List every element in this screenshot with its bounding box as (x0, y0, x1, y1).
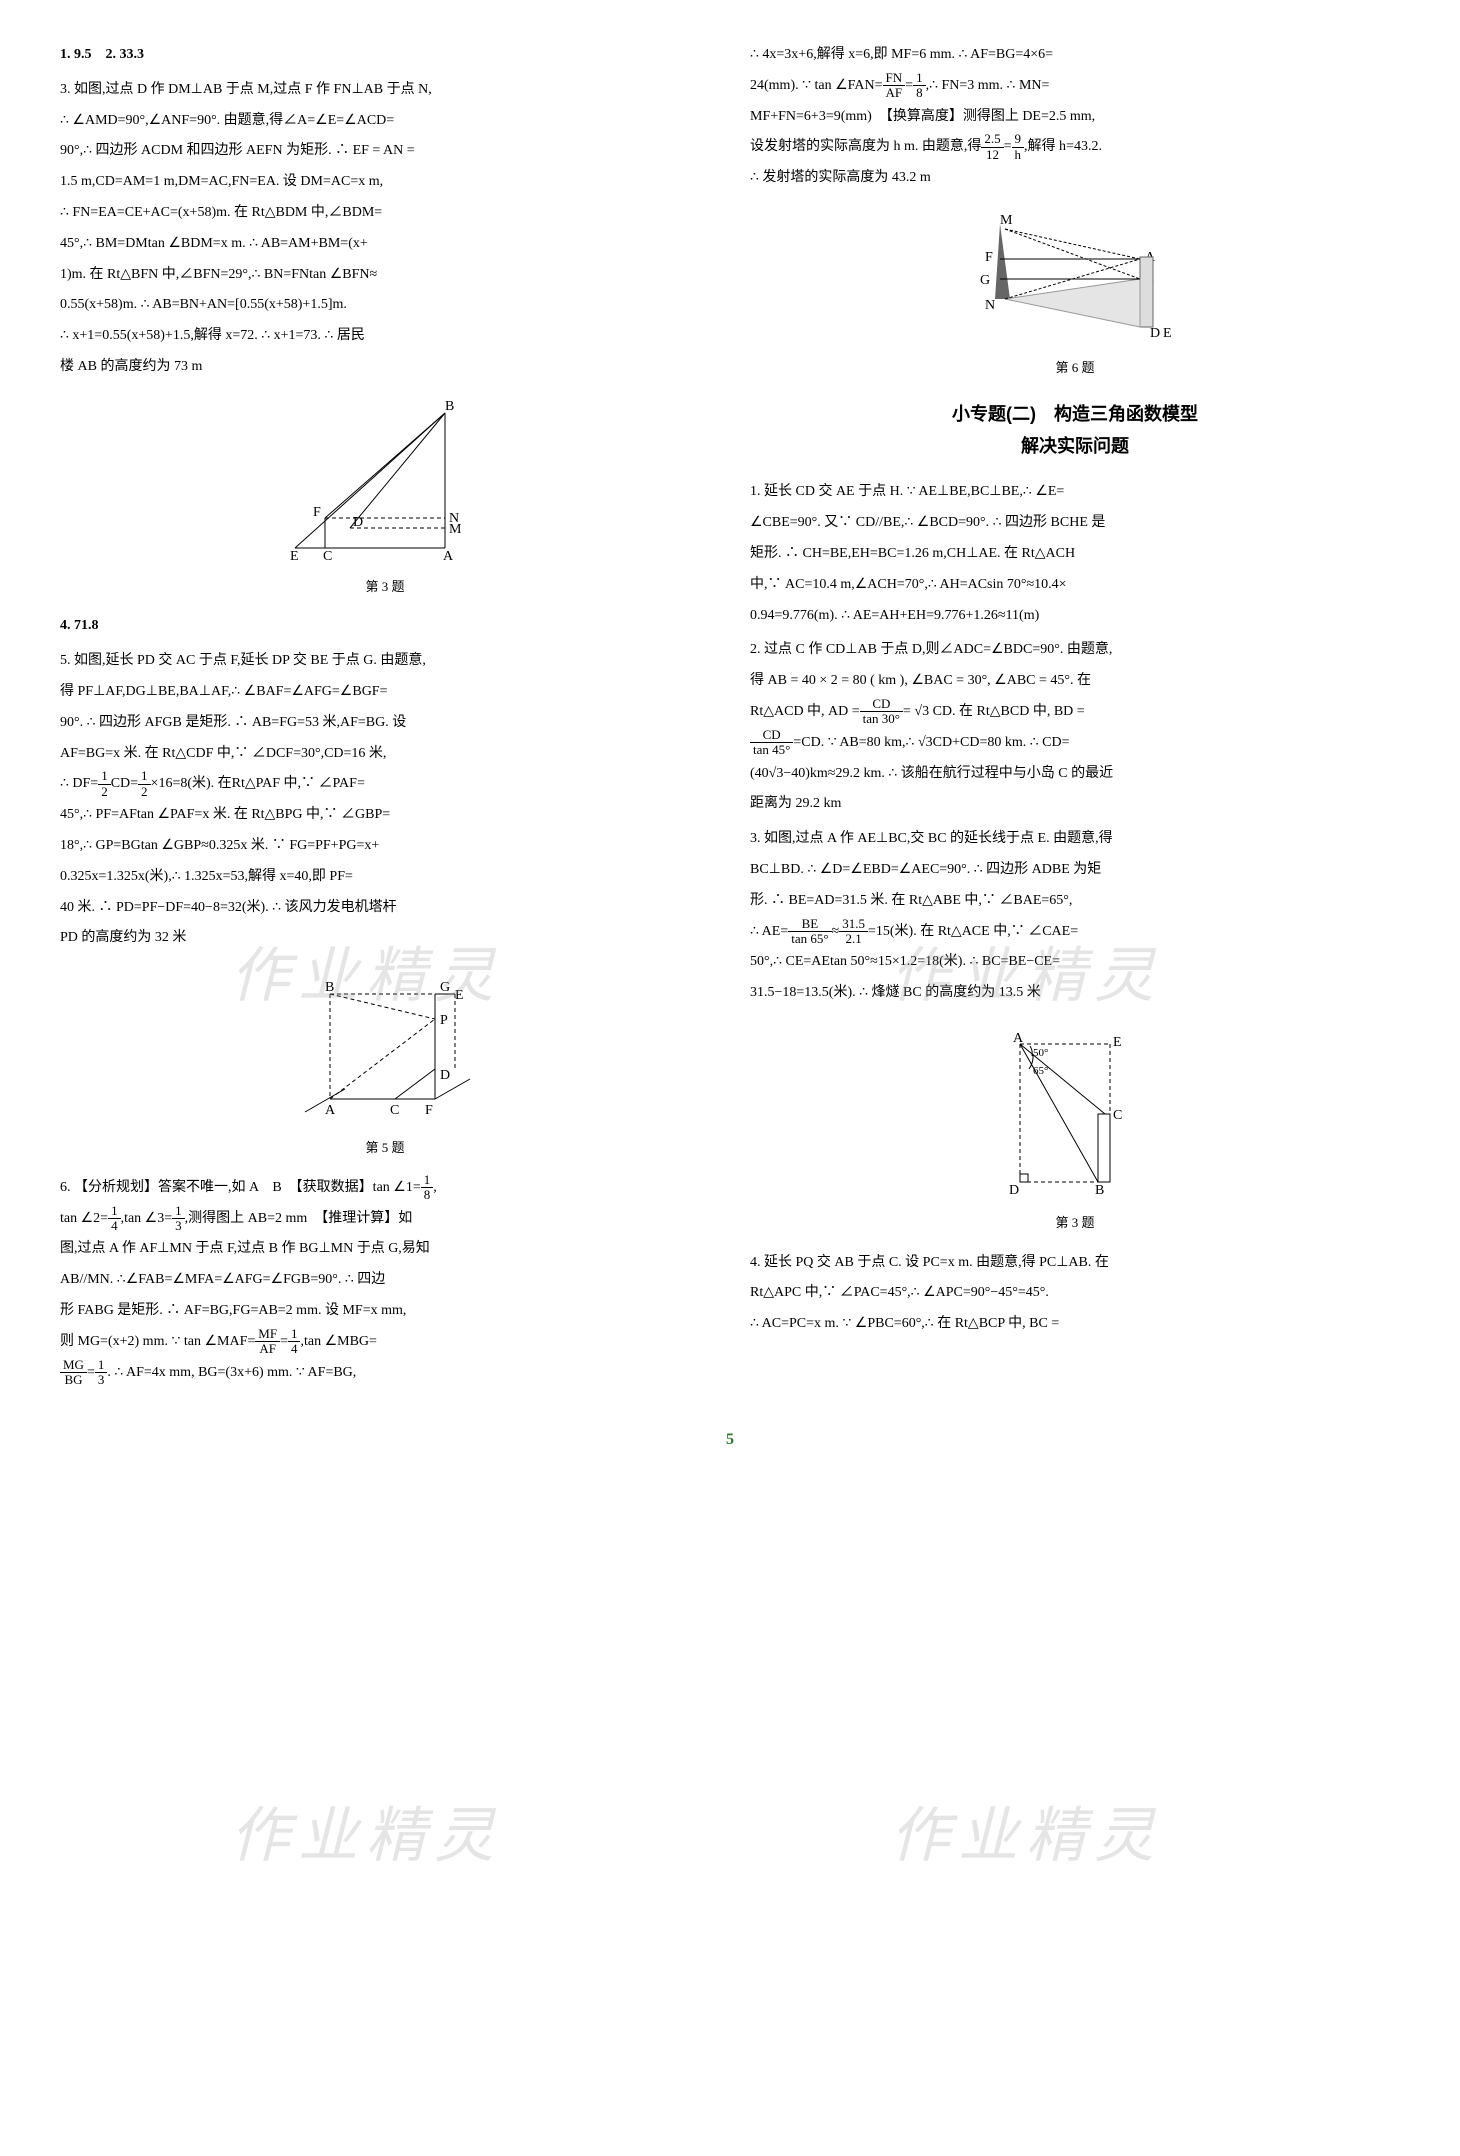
q5-caption: 第 5 题 (60, 1134, 710, 1163)
r3-svg: A E C D B 50° 65° (985, 1024, 1165, 1204)
page-number: 5 (60, 1422, 1400, 1457)
watermark-4: 作业精灵 (890, 1770, 1162, 1902)
svg-text:D: D (353, 515, 363, 530)
r2-solution: 2. 过点 C 作 CD⊥AB 于点 D,则∠ADC=∠BDC=90°. 由题意… (750, 635, 1400, 820)
svg-text:G: G (980, 273, 990, 288)
svg-text:E: E (1113, 1035, 1122, 1050)
r1-solution: 1. 延长 CD 交 AE 于点 H. ∵ AE⊥BE,BC⊥BE,∴ ∠E= … (750, 477, 1400, 631)
svg-text:F: F (985, 250, 993, 265)
q4-answer: 4. 71.8 (60, 611, 710, 642)
svg-text:E: E (455, 988, 464, 1003)
r3-solution: 3. 如图,过点 A 作 AE⊥BC,交 BC 的延长线于点 E. 由题意,得 … (750, 824, 1400, 1009)
q5-solution: 5. 如图,延长 PD 交 AC 于点 F,延长 DP 交 BE 于点 G. 由… (60, 646, 710, 954)
q6-caption: 第 6 题 (750, 354, 1400, 383)
q6-solution-cont: ∴ 4x=3x+6,解得 x=6,即 MF=6 mm. ∴ AF=BG=4×6=… (750, 40, 1400, 194)
svg-text:A: A (443, 549, 454, 564)
section-title-line2: 解决实际问题 (1021, 436, 1129, 456)
watermark-2: 作业精灵 (230, 1770, 502, 1902)
section-title: 小专题(二) 构造三角函数模型 解决实际问题 (750, 398, 1400, 463)
left-column: 1. 9.5 2. 33.3 3. 如图,过点 D 作 DM⊥AB 于点 M,过… (60, 40, 710, 1392)
svg-text:M: M (1000, 213, 1013, 228)
q6-diagram: M F A G B N C D E (750, 209, 1400, 349)
svg-text:N: N (985, 298, 995, 313)
svg-text:C: C (390, 1103, 399, 1118)
svg-text:P: P (440, 1013, 448, 1028)
q6-solution: 6. 【分析规划】答案不唯一,如 A B 【获取数据】tan ∠1=18, ta… (60, 1173, 710, 1389)
q3-diagram: B F D N M E C A (60, 398, 710, 568)
svg-text:G: G (440, 980, 450, 995)
q1-q2-answers: 1. 9.5 2. 33.3 (60, 40, 710, 71)
svg-text:M: M (449, 522, 462, 537)
page-content: 作业精灵 作业精灵 作业精灵 作业精灵 1. 9.5 2. 33.3 3. 如图… (60, 40, 1400, 1458)
q3-caption: 第 3 题 (60, 573, 710, 602)
svg-text:B: B (445, 399, 454, 414)
svg-text:C: C (323, 549, 332, 564)
svg-text:F: F (425, 1103, 433, 1118)
svg-text:A: A (325, 1103, 336, 1118)
two-column-layout: 1. 9.5 2. 33.3 3. 如图,过点 D 作 DM⊥AB 于点 M,过… (60, 40, 1400, 1392)
q5-diagram: B G E P D A C F (60, 969, 710, 1129)
svg-text:D: D (1009, 1183, 1019, 1198)
q6-svg: M F A G B N C D E (945, 209, 1205, 349)
section-title-line1: 小专题(二) 构造三角函数模型 (952, 404, 1198, 424)
r3-diagram: A E C D B 50° 65° (750, 1024, 1400, 1204)
svg-text:D: D (440, 1068, 450, 1083)
svg-text:C: C (1113, 1108, 1122, 1123)
q5-svg: B G E P D A C F (270, 969, 500, 1129)
r4-solution: 4. 延长 PQ 交 AB 于点 C. 设 PC=x m. 由题意,得 PC⊥A… (750, 1248, 1400, 1340)
q3-solution: 3. 如图,过点 D 作 DM⊥AB 于点 M,过点 F 作 FN⊥AB 于点 … (60, 75, 710, 383)
svg-text:B: B (325, 980, 334, 995)
r3-caption: 第 3 题 (750, 1209, 1400, 1238)
svg-text:D: D (1150, 326, 1160, 341)
svg-text:E: E (290, 549, 299, 564)
q3-svg: B F D N M E C A (255, 398, 515, 568)
svg-text:F: F (313, 505, 321, 520)
svg-text:B: B (1095, 1183, 1104, 1198)
svg-text:E: E (1163, 326, 1172, 341)
right-column: ∴ 4x=3x+6,解得 x=6,即 MF=6 mm. ∴ AF=BG=4×6=… (750, 40, 1400, 1392)
